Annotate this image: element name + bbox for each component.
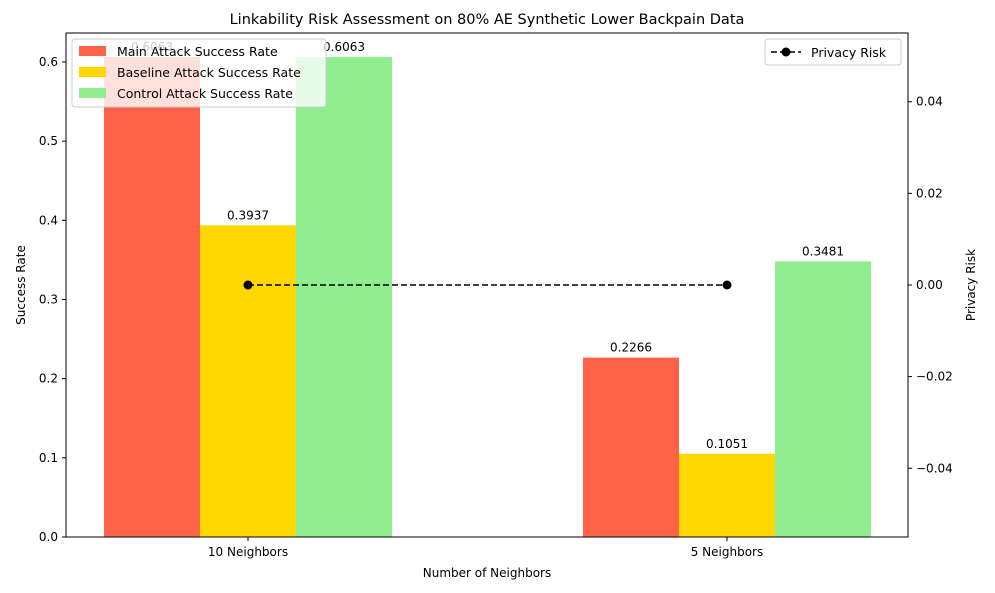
y2-axis-ticks: −0.04 −0.02 0.00 0.02 0.04 — [908, 95, 953, 475]
y-tick-label: 0.6 — [39, 55, 58, 69]
chart-title: Linkability Risk Assessment on 80% AE Sy… — [230, 12, 745, 28]
legend-bars: Main Attack Success Rate Baseline Attack … — [71, 38, 327, 108]
y-tick-label: 0.3 — [39, 292, 58, 306]
bar — [104, 56, 200, 538]
legend-swatch — [79, 67, 106, 77]
y-tick-label: 0.1 — [39, 451, 58, 465]
y2-tick-label: 0.04 — [916, 95, 943, 109]
y2-tick-label: −0.02 — [916, 370, 953, 384]
y2-tick-label: −0.04 — [916, 461, 953, 475]
bar-value-label: 0.3481 — [802, 244, 844, 258]
bar — [679, 453, 775, 537]
legend-label: Privacy Risk — [811, 45, 887, 60]
y2-tick-label: 0.02 — [916, 186, 943, 200]
y2-axis-label: Privacy Risk — [964, 249, 978, 321]
y-axis-label: Success Rate — [14, 245, 28, 325]
y-tick-label: 0.0 — [39, 530, 58, 544]
legend-label: Control Attack Success Rate — [117, 86, 293, 101]
bar-value-label: 0.3937 — [227, 208, 269, 222]
y-tick-label: 0.4 — [39, 213, 58, 227]
privacy-risk-point — [243, 280, 253, 290]
legend-label: Main Attack Success Rate — [117, 44, 278, 59]
legend-swatch — [79, 46, 106, 56]
bar — [775, 261, 871, 537]
y2-tick-label: 0.00 — [916, 278, 943, 292]
legend-label: Baseline Attack Success Rate — [117, 65, 301, 80]
bar — [200, 225, 296, 538]
privacy-risk-point — [722, 280, 732, 290]
y-tick-label: 0.2 — [39, 372, 58, 386]
bar — [296, 56, 392, 538]
legend-marker — [781, 47, 791, 57]
bar-value-label: 0.6063 — [323, 40, 365, 54]
privacy-risk-layer — [243, 280, 732, 290]
bar — [583, 357, 679, 537]
x-tick-label: 5 Neighbors — [691, 545, 764, 559]
legend-box — [764, 38, 902, 66]
y-tick-label: 0.5 — [39, 134, 58, 148]
bars-layer — [104, 56, 871, 538]
x-axis-ticks: 10 Neighbors 5 Neighbors — [208, 537, 763, 559]
y-axis-ticks: 0.0 0.1 0.2 0.3 0.4 0.5 0.6 — [39, 55, 66, 544]
x-axis-label: Number of Neighbors — [423, 566, 551, 580]
legend-line: Privacy Risk — [764, 38, 902, 66]
bar-value-label: 0.2266 — [610, 341, 652, 355]
legend-swatch — [79, 88, 106, 98]
bar-value-label: 0.1051 — [706, 437, 748, 451]
legend-box — [71, 38, 327, 108]
x-tick-label: 10 Neighbors — [208, 545, 288, 559]
